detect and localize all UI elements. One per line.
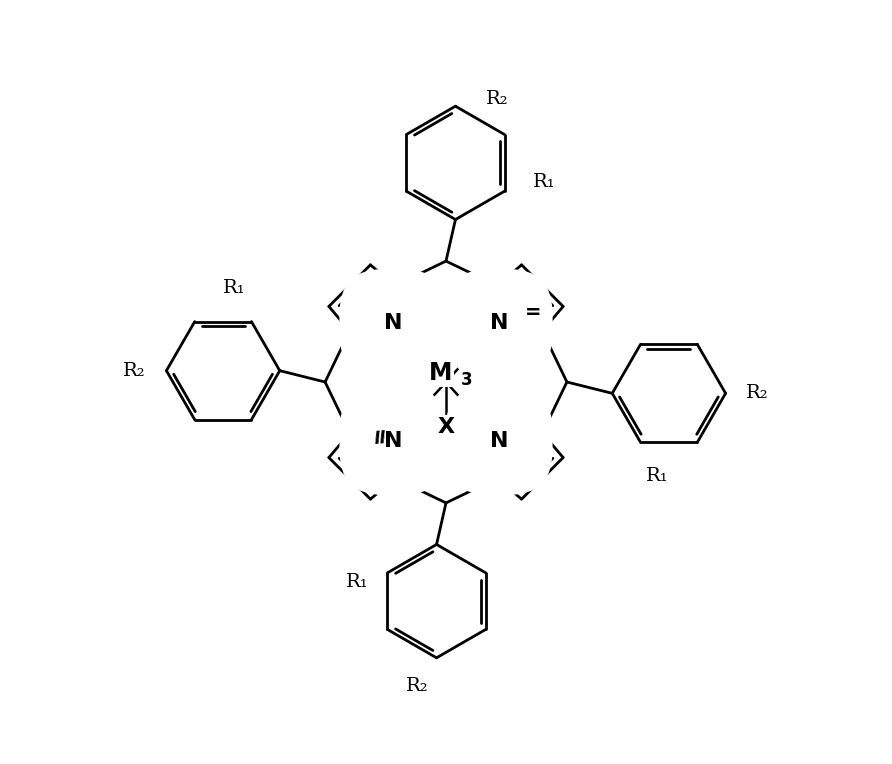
Text: R₁: R₁: [223, 279, 245, 296]
Text: R₁: R₁: [533, 173, 556, 191]
Text: =: =: [524, 303, 541, 322]
Text: R₁: R₁: [647, 468, 669, 485]
Text: II: II: [373, 429, 387, 448]
Text: X: X: [437, 417, 455, 437]
Text: R₂: R₂: [747, 384, 769, 403]
Text: R₁: R₁: [346, 573, 368, 591]
Text: R₂: R₂: [407, 677, 429, 695]
Text: 3: 3: [461, 371, 473, 389]
Text: N: N: [490, 431, 508, 451]
Text: R₂: R₂: [123, 361, 145, 380]
Text: M: M: [429, 361, 452, 384]
Text: N: N: [384, 431, 402, 451]
Text: R₂: R₂: [486, 89, 508, 108]
Text: N: N: [490, 313, 508, 333]
Text: N: N: [384, 313, 402, 333]
